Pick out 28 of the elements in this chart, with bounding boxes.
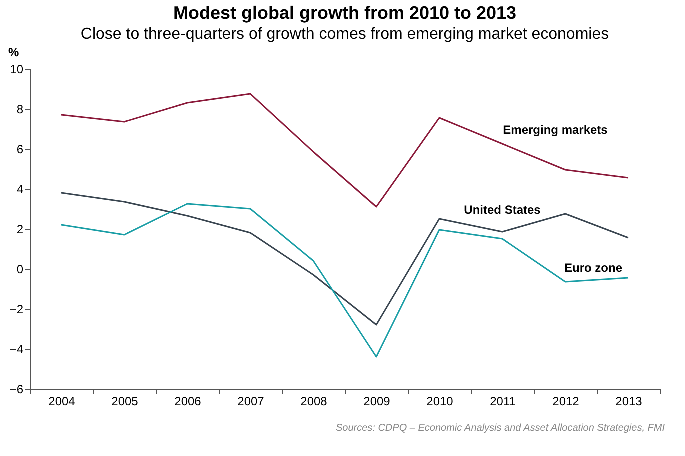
chart-title: Modest global growth from 2010 to 2013	[173, 3, 517, 23]
y-axis-title: %	[8, 46, 20, 60]
x-tick-label: 2012	[552, 394, 580, 408]
y-tick-label: 0	[16, 262, 24, 276]
y-tick-label: 10	[10, 62, 24, 76]
x-tick-label: 2010	[426, 394, 454, 408]
series-label: Euro zone	[564, 261, 623, 275]
y-tick-label: 4	[16, 182, 24, 196]
source-note: Sources: CDPQ – Economic Analysis and Asset Allocation Strategies, FMI	[336, 423, 666, 434]
line-series	[60, 203, 630, 358]
y-tick-label: 8	[16, 102, 24, 116]
chart-subtitle: Close to three-quarters of growth comes from emerging market economies	[80, 26, 610, 43]
y-tick-label: −4	[10, 342, 24, 356]
x-tick-label: 2013	[616, 394, 643, 408]
line-series	[60, 192, 630, 326]
x-tick-label: 2004	[48, 394, 76, 408]
x-tick-label: 2009	[364, 394, 391, 408]
x-tick-label: 2006	[174, 394, 202, 408]
y-tick-label: −6	[10, 382, 24, 396]
y-tick-label: 6	[16, 142, 24, 156]
y-tick-label: −2	[10, 302, 24, 316]
x-tick-label: 2011	[490, 394, 516, 408]
series-label: Emerging markets	[503, 123, 608, 137]
x-tick-label: 2008	[300, 394, 328, 408]
y-tick-label: 2	[16, 222, 24, 236]
x-tick-label: 2007	[238, 394, 265, 408]
series-label: United States	[464, 203, 542, 217]
x-tick-label: 2005	[112, 394, 139, 408]
